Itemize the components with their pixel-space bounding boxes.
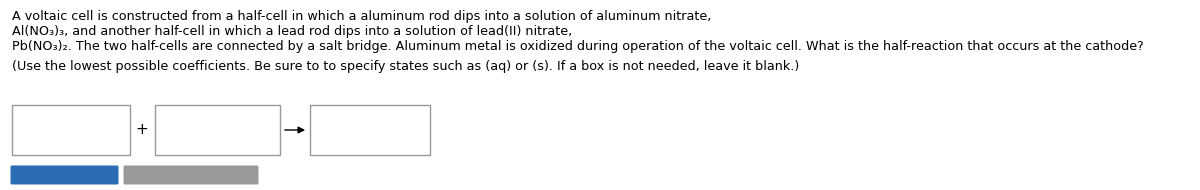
FancyBboxPatch shape [11, 165, 119, 184]
Text: +: + [136, 123, 149, 138]
Bar [155, 105, 280, 155]
Bar [12, 105, 130, 155]
Text: Pb(NO₃)₂. The two half-cells are connected by a salt bridge. Aluminum metal is o: Pb(NO₃)₂. The two half-cells are connect… [12, 40, 1144, 53]
Text: Al(NO₃)₃, and another half-cell in which a lead rod dips into a solution of lead: Al(NO₃)₃, and another half-cell in which… [12, 25, 572, 38]
Text: A voltaic cell is constructed from a half-cell in which a aluminum rod dips into: A voltaic cell is constructed from a hal… [12, 10, 712, 23]
FancyBboxPatch shape [124, 165, 258, 184]
Bar [310, 105, 430, 155]
Text: (Use the lowest possible coefficients. Be sure to to specify states such as (aq): (Use the lowest possible coefficients. B… [12, 60, 799, 73]
